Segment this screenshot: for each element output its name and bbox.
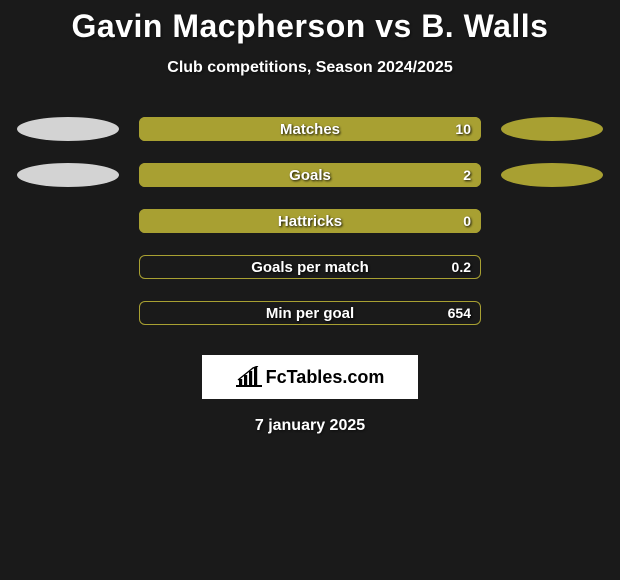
stat-value: 2 xyxy=(463,163,471,187)
stat-label: Goals xyxy=(139,163,481,187)
player2-ellipse xyxy=(501,301,603,325)
player1-ellipse xyxy=(17,117,119,141)
player1-ellipse xyxy=(17,301,119,325)
stat-bar: Hattricks0 xyxy=(139,209,481,233)
player2-ellipse xyxy=(501,209,603,233)
logo-text: FcTables.com xyxy=(266,367,385,388)
player2-ellipse xyxy=(501,117,603,141)
stat-row: Min per goal654 xyxy=(10,301,610,325)
stat-value: 0.2 xyxy=(452,255,471,279)
fctables-logo[interactable]: FcTables.com xyxy=(202,355,418,399)
stat-value: 0 xyxy=(463,209,471,233)
player1-ellipse xyxy=(17,163,119,187)
snapshot-date: 7 january 2025 xyxy=(0,417,620,435)
stat-bar: Goals2 xyxy=(139,163,481,187)
page-title: Gavin Macpherson vs B. Walls xyxy=(0,8,620,45)
subtitle: Club competitions, Season 2024/2025 xyxy=(0,59,620,77)
stat-label: Goals per match xyxy=(139,255,481,279)
stat-row: Matches10 xyxy=(10,117,610,141)
player2-ellipse xyxy=(501,163,603,187)
stat-label: Hattricks xyxy=(139,209,481,233)
player2-ellipse xyxy=(501,255,603,279)
stat-value: 654 xyxy=(448,301,471,325)
player1-ellipse xyxy=(17,209,119,233)
player1-ellipse xyxy=(17,255,119,279)
stat-bar: Min per goal654 xyxy=(139,301,481,325)
stat-value: 10 xyxy=(455,117,471,141)
stat-label: Matches xyxy=(139,117,481,141)
stat-row: Goals per match0.2 xyxy=(10,255,610,279)
stat-bar: Matches10 xyxy=(139,117,481,141)
chart-icon xyxy=(236,366,262,388)
stat-label: Min per goal xyxy=(139,301,481,325)
comparison-widget: Gavin Macpherson vs B. Walls Club compet… xyxy=(0,0,620,435)
stat-bar: Goals per match0.2 xyxy=(139,255,481,279)
stat-row: Hattricks0 xyxy=(10,209,610,233)
stats-list: Matches10 Goals2 Hattricks0 Goals per match… xyxy=(0,117,620,325)
stat-row: Goals2 xyxy=(10,163,610,187)
